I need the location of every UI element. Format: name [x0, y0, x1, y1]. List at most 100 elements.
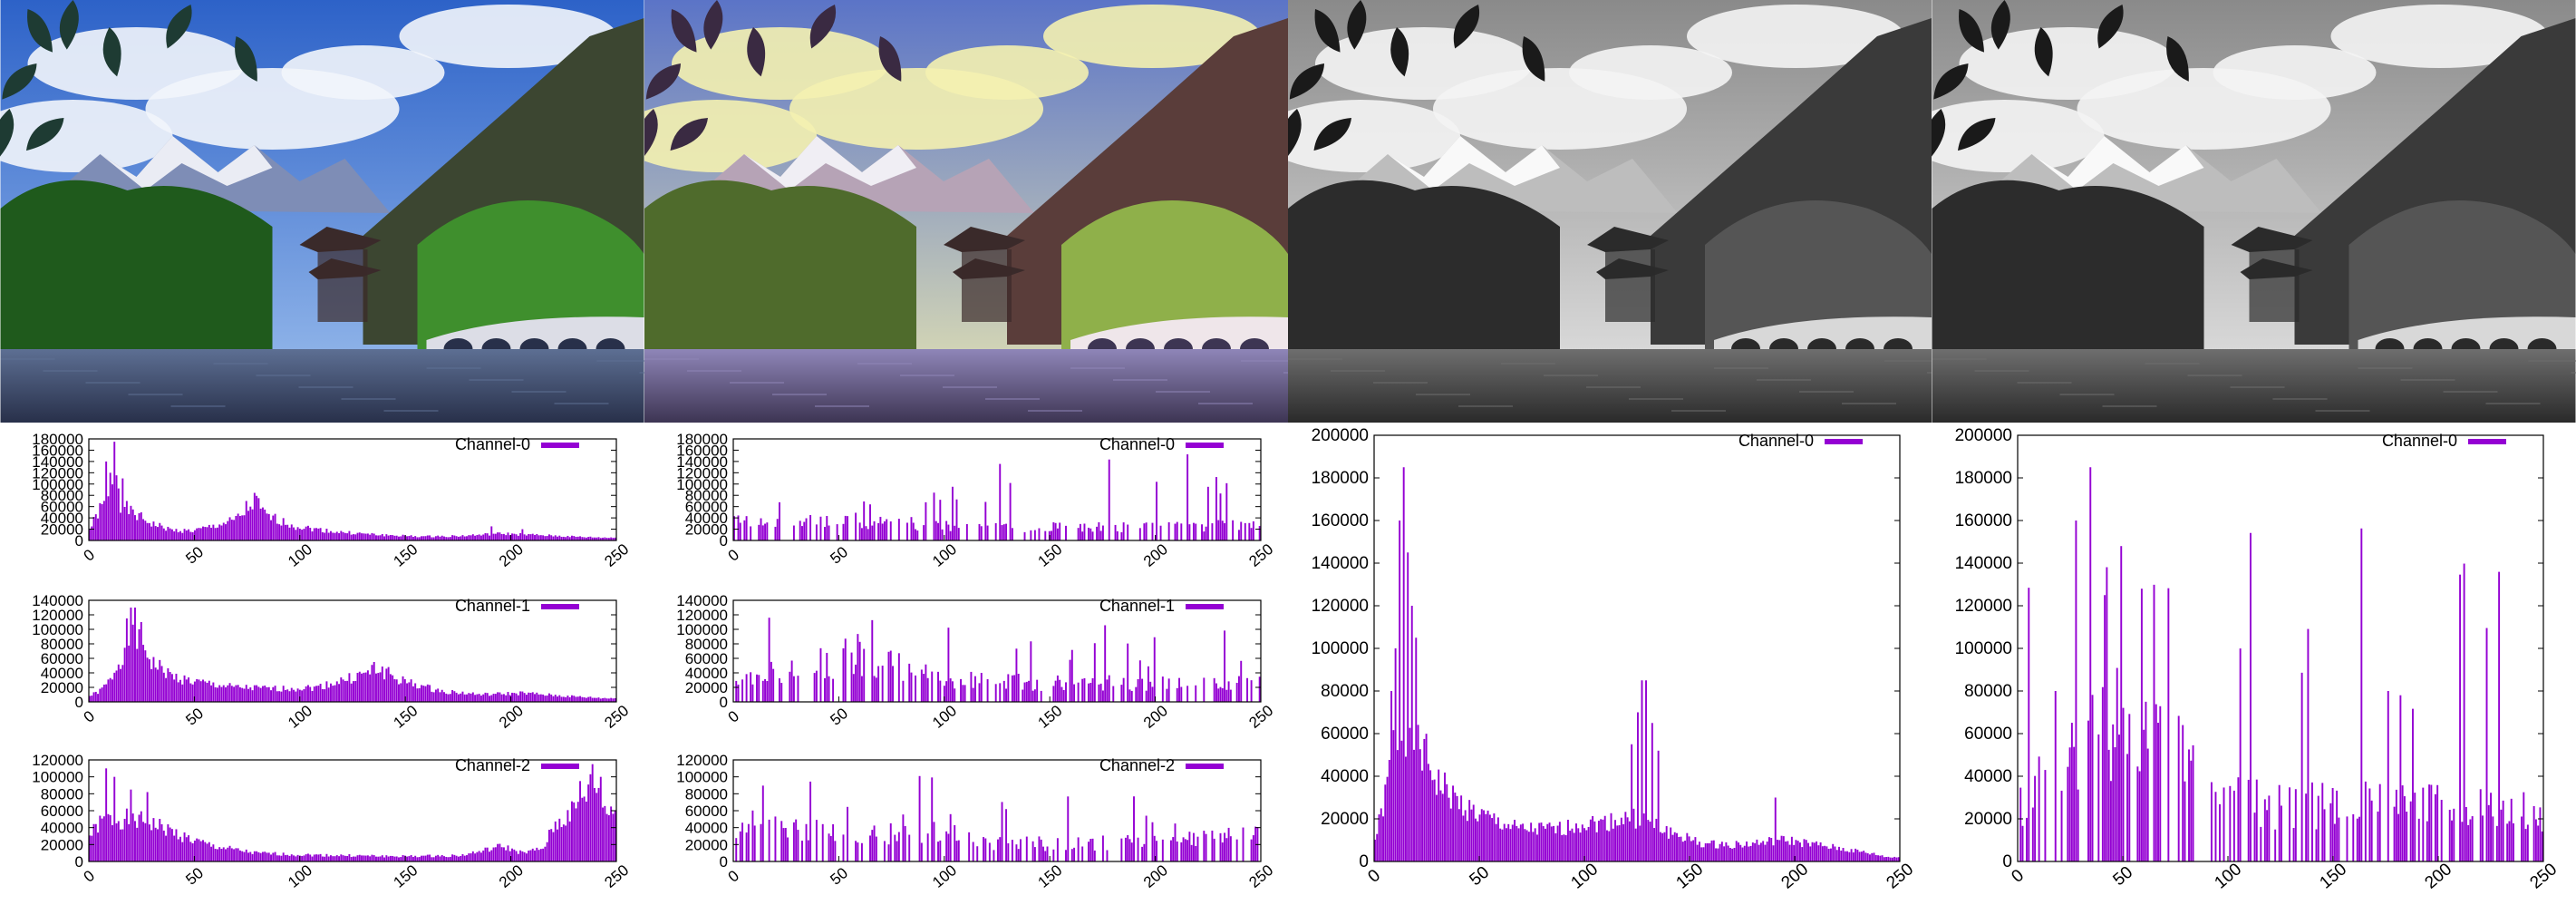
histogram-bar: [1017, 849, 1020, 861]
histogram-bar: [230, 686, 233, 702]
histogram-bar: [369, 674, 372, 702]
histogram-bar: [1033, 847, 1036, 861]
histogram-bar: [107, 813, 110, 861]
histogram-bar: [1895, 857, 1898, 861]
histogram-bar: [1731, 848, 1734, 861]
histogram-bar: [565, 825, 567, 861]
histogram-bar: [449, 856, 451, 861]
x-tick-label: 150: [1672, 860, 1707, 892]
y-tick-label: 120000: [32, 464, 83, 482]
histogram-bar: [340, 530, 343, 540]
histogram-bar: [321, 531, 324, 540]
histogram-bar: [251, 690, 254, 702]
histogram-bar: [2136, 766, 2139, 861]
histogram-equalized-grayscale-channel-0: 0 20000 40000 60000 80000 100000 120000 140000 1…: [1932, 426, 2561, 898]
histogram-bar: [175, 829, 178, 861]
histogram-bar: [142, 519, 145, 540]
lake-water: [0, 349, 644, 423]
histogram-bar: [813, 673, 816, 702]
histogram-bar: [437, 688, 440, 702]
histogram-bar: [790, 660, 793, 702]
y-tick-label: 40000: [41, 820, 83, 837]
histogram-bar: [2145, 701, 2147, 861]
histogram-bar: [1205, 833, 1207, 861]
histogram-bar: [117, 488, 120, 540]
histogram-bar: [478, 534, 480, 540]
histogram-bar: [1023, 682, 1026, 702]
legend-label: Channel-1: [455, 597, 530, 615]
histogram-bar: [1795, 840, 1797, 861]
histogram-bar: [218, 524, 221, 540]
histogram-bar: [230, 520, 233, 540]
histogram-bar: [1571, 828, 1574, 861]
histogram-bar: [206, 527, 208, 540]
leaf-shape: [1933, 63, 1969, 100]
histogram-bar: [470, 853, 472, 861]
histogram-bar: [1040, 690, 1042, 702]
histogram-bar: [768, 819, 770, 861]
histogram-bar: [807, 840, 809, 861]
histogram-bar: [1020, 839, 1022, 861]
y-tick-label: 60000: [1321, 725, 1369, 744]
histogram-bar: [945, 521, 948, 540]
histogram-bar: [612, 698, 615, 702]
histogram-bar: [2387, 691, 2389, 861]
histogram-bar: [784, 828, 787, 861]
histogram-bar: [199, 681, 202, 702]
lake-water: [644, 349, 1288, 423]
histogram-bar: [2091, 695, 2094, 861]
histogram-bar: [1116, 530, 1119, 540]
histogram-bar: [1768, 837, 1770, 861]
histogram-bar: [1127, 835, 1129, 861]
histogram-bar: [276, 523, 278, 540]
histogram-bar: [828, 833, 830, 861]
histogram-bar: [282, 518, 285, 540]
histogram-bar: [381, 534, 383, 540]
histogram-bar: [761, 680, 764, 702]
y-tick-label: 180000: [1312, 469, 1369, 488]
histogram-bar: [212, 524, 215, 540]
histogram-bar: [266, 686, 268, 702]
histogram-bar: [583, 537, 586, 540]
histogram-bar: [947, 524, 950, 540]
histogram-bar: [296, 527, 299, 540]
leaf-shape: [1314, 9, 1341, 53]
histogram-bar: [346, 533, 349, 540]
histogram-equalized-color-channel-0: 0 20000 40000 60000 80000 100000 120000 140000 1…: [644, 430, 1279, 577]
histogram-bar: [562, 536, 565, 540]
histogram-bar: [537, 850, 540, 861]
histogram-bar: [1195, 845, 1197, 861]
histogram-bar: [1091, 838, 1094, 861]
histogram-bar: [1124, 837, 1127, 861]
histogram-bar: [1595, 832, 1598, 861]
histogram-bar: [2184, 781, 2186, 861]
histogram-bar: [402, 676, 404, 702]
histogram-bar: [2263, 799, 2266, 861]
histogram-bar: [745, 674, 748, 702]
histogram-bar: [476, 694, 479, 702]
histogram-bar: [175, 529, 178, 540]
histogram-bar: [947, 628, 950, 702]
histogram-bar: [325, 529, 328, 540]
y-tick-label: 20000: [685, 521, 728, 539]
histogram-bar: [1104, 625, 1107, 702]
histogram-bar: [923, 674, 925, 702]
histogram-bar: [593, 787, 596, 861]
histogram-bar: [926, 833, 929, 861]
histogram-bar: [1448, 797, 1450, 861]
histogram-bar: [471, 534, 474, 540]
x-tick-label: 0: [81, 546, 98, 565]
histogram-bar: [1759, 842, 1762, 861]
histogram-bar: [447, 857, 450, 861]
histogram-bar: [142, 822, 145, 861]
histogram-bar: [2237, 777, 2240, 861]
histogram-bar: [937, 522, 940, 540]
histogram-bar: [1550, 826, 1553, 861]
histogram-bar: [2422, 787, 2425, 861]
histogram-bar: [1098, 521, 1100, 540]
histogram-bar: [1188, 832, 1191, 861]
histogram-bar: [581, 797, 584, 861]
histogram-bar: [214, 849, 217, 861]
x-tick-label: 100: [929, 861, 960, 891]
histogram-bar: [2054, 691, 2057, 861]
